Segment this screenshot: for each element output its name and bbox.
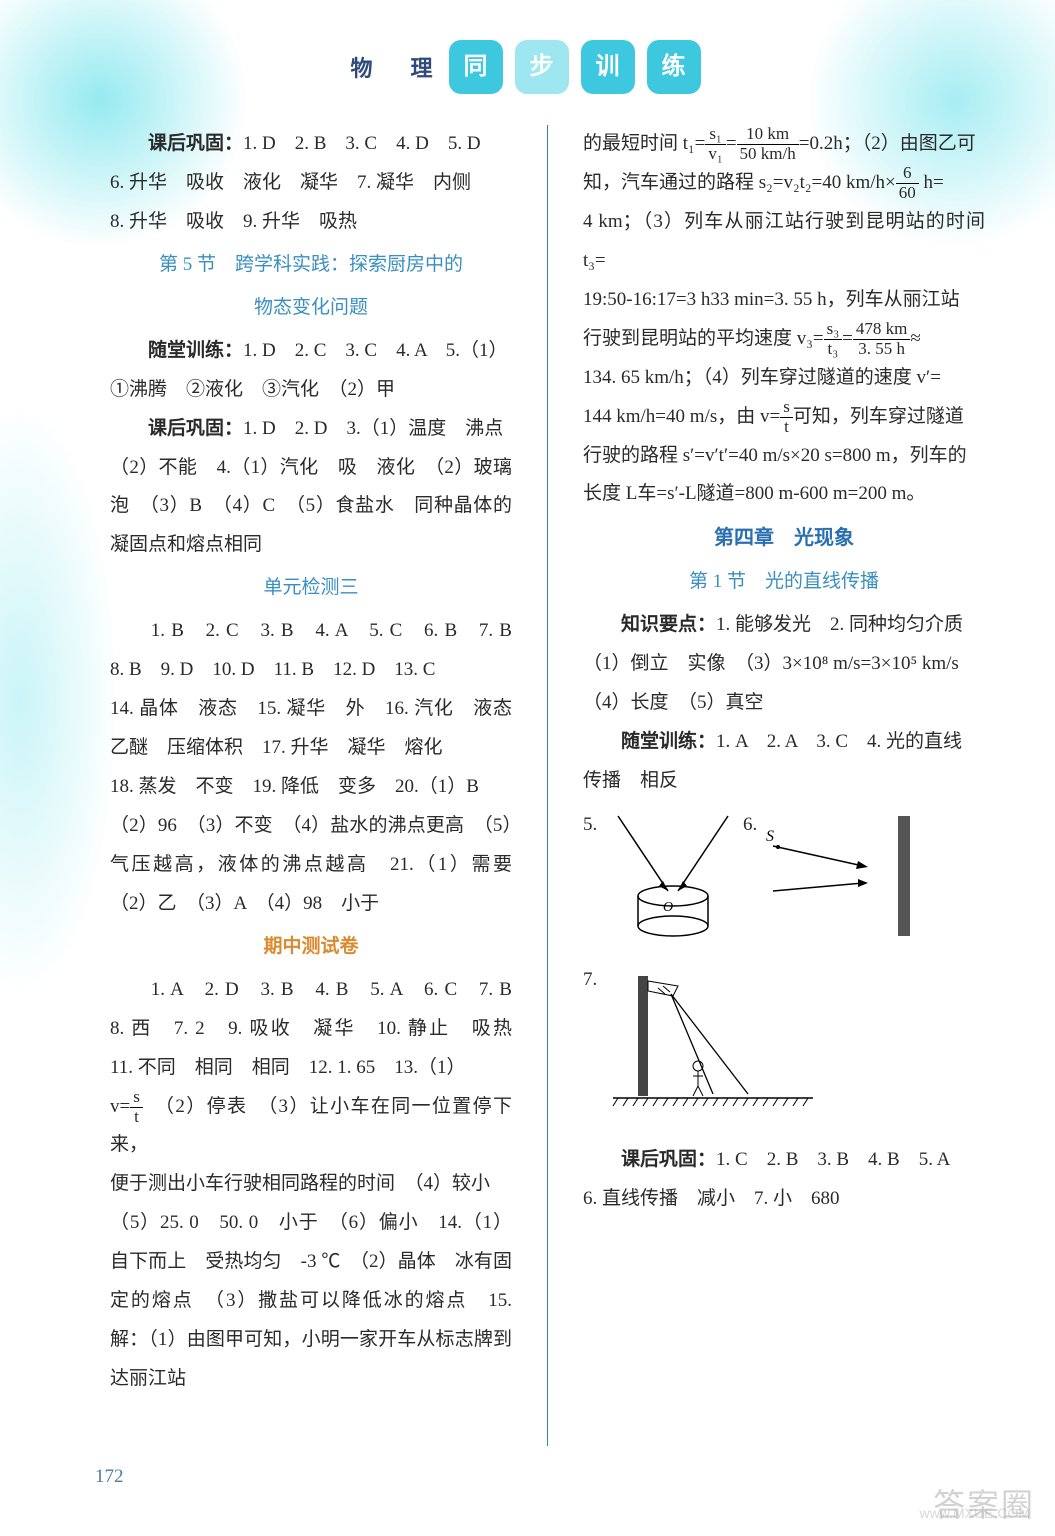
answer-line: 课后巩固：1. D 2. D 3.（1）温度 沸点 [110,410,512,449]
chapter-title: 第四章 光现象 [583,518,985,559]
answer-line: 知，汽车通过的路程 s₂=v₂t₂=40 km/h×660 h= [583,164,985,203]
answer-line: 134. 65 km/h；（4）列车穿过隧道的速度 v′= [583,359,985,398]
answer-line: 随堂训练：1. A 2. A 3. C 4. 光的直线 [583,723,985,762]
section-title: 第 1 节 光的直线传播 [583,563,985,602]
figure-row: 7. [603,966,985,1131]
answer-line: （5）25. 0 50. 0 小于 （6）偏小 14.（1）自下而上 受热均匀 … [110,1204,512,1399]
fraction: 660 [896,164,919,202]
figure-6: 6. S [763,811,933,956]
answer-line: 课后巩固：1. D 2. B 3. C 4. D 5. D [110,125,512,164]
answer-line: 4 km；（3）列车从丽江站行驶到昆明站的时间 t₃= [583,203,985,281]
answer-line: 行驶到昆明站的平均速度 v₃=s₃t₃=478 km3. 55 h≈ [583,320,985,359]
figure-row: 5. O 6. [603,811,985,956]
figure-5: 5. O [603,811,743,956]
answer-line: ①沸腾 ②液化 ③汽化 （2）甲 [110,371,512,410]
decorative-glow [0,400,120,1000]
light-diagram-icon: O [603,811,743,941]
header-pill: 步 [515,40,569,94]
answer-line: 18. 蒸发 不变 19. 降低 变多 20.（1）B [110,768,512,807]
svg-text:S: S [766,828,774,845]
answer-line: 长度 L车=s′-L隧道=800 m-600 m=200 m。 [583,475,985,514]
watermark-url: www.MXUE.COM [920,1505,1030,1521]
answer-line: 随堂训练：1. D 2. C 3. C 4. A 5.（1） [110,332,512,371]
answer-line: （4）长度 （5）真空 [583,684,985,723]
answer-line: （2）不能 4.（1）汽化 吸 液化 （2）玻璃泡 （3）B （4）C （5）食… [110,449,512,566]
answer-line: 144 km/h=40 m/s，由 v=st可知，列车穿过隧道 [583,398,985,437]
section-title: 物态变化问题 [110,289,512,328]
fraction: 10 km50 km/h [737,125,799,163]
answer-line: 传播 相反 [583,762,985,801]
answer-line: v=st （2）停表 （3）让小车在同一位置停下来， [110,1088,512,1166]
answer-line: （1）倒立 实像 （3）3×10⁸ m/s=3×10⁵ km/s [583,645,985,684]
light-diagram-icon: S [763,811,933,941]
answer-line: 课后巩固：1. C 2. B 3. B 4. B 5. A [583,1141,985,1180]
page-header: 物 理 同 步 训 练 [0,40,1055,94]
answer-line: 19:50-16:17=3 h33 min=3. 55 h，列车从丽江站 [583,281,985,320]
left-column: 课后巩固：1. D 2. B 3. C 4. D 5. D 6. 升华 吸收 液… [110,125,512,1446]
fraction: st [780,398,793,436]
svg-text:O: O [663,900,673,915]
fraction: s₃t₃ [824,320,843,358]
answer-line: 便于测出小车行驶相同路程的时间 （4）较小 [110,1165,512,1204]
fraction: 478 km3. 55 h [853,320,910,358]
figure-7: 7. [603,966,823,1131]
answer-line: 行驶的路程 s′=v′t′=40 m/s×20 s=800 m，列车的 [583,437,985,476]
column-divider [547,125,548,1446]
light-diagram-icon [603,966,823,1116]
answer-line: 知识要点：1. 能够发光 2. 同种均匀介质 [583,606,985,645]
answer-line: 1. A 2. D 3. B 4. B 5. A 6. C 7. B 8. 西 … [110,971,512,1088]
right-column: 的最短时间 t₁=s₁v₁=10 km50 km/h=0.​2h；（2）由图乙可… [583,125,985,1446]
fraction: st [130,1088,143,1126]
answer-line: 6. 升华 吸收 液化 凝华 7. 凝华 内侧 [110,164,512,203]
answer-line: 6. 直线传播 减小 7. 小 680 [583,1180,985,1219]
header-pill: 训 [581,40,635,94]
answer-line: 1. B 2. C 3. B 4. A 5. C 6. B 7. B 8. B … [110,612,512,690]
content-area: 课后巩固：1. D 2. B 3. C 4. D 5. D 6. 升华 吸收 液… [110,125,985,1446]
section-title: 第 5 节 跨学科实践：探索厨房中的 [110,246,512,285]
answer-line: （2）96 （3）不变 （4）盐水的沸点更高 （5）气压越高，液体的沸点越高 2… [110,807,512,924]
fraction: s₁v₁ [705,125,725,163]
answer-line: 的最短时间 t₁=s₁v₁=10 km50 km/h=0.​2h；（2）由图乙可 [583,125,985,164]
header-pill: 同 [449,40,503,94]
subject-label: 物 理 [350,51,440,83]
answer-line: 14. 晶体 液态 15. 凝华 外 16. 汽化 液态乙醚 压缩体积 17. … [110,690,512,768]
page-number: 172 [95,1466,124,1488]
answer-line: 8. 升华 吸收 9. 升华 吸热 [110,203,512,242]
section-title: 单元检测三 [110,569,512,608]
header-pill: 练 [647,40,701,94]
section-title: 期中测试卷 [110,928,512,967]
